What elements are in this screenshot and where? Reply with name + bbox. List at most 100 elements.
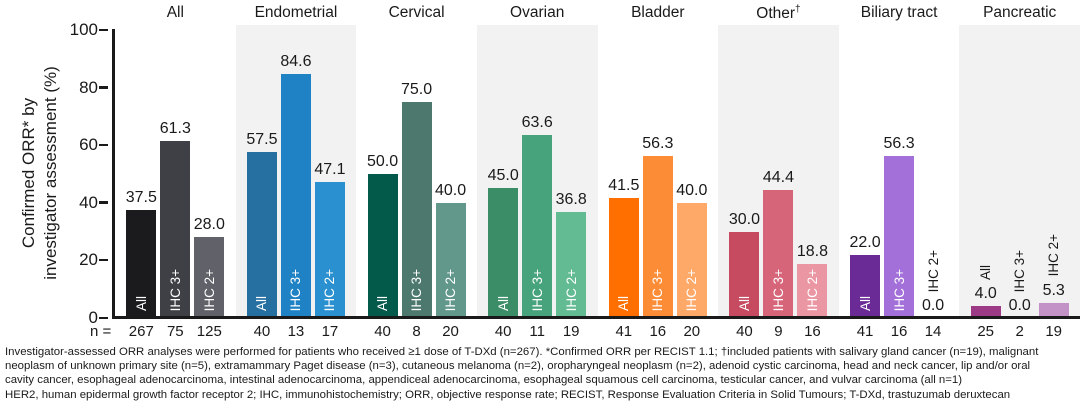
bar-category-label: All — [133, 295, 149, 311]
n-group-ovarian: 40 11 19 — [477, 323, 598, 340]
bar-value-label: 5.3 — [1042, 281, 1065, 299]
bar-category-label: IHC 3+ — [1012, 249, 1028, 292]
bar-bladder-ihc-2: 40.0 IHC 2+ — [676, 182, 707, 318]
bar-other-ihc-2: 18.8 IHC 2+ — [797, 243, 828, 318]
group-ovarian: Ovarian 45.0 All 63.6 IHC 3+ 36.8 IHC 2+ — [476, 4, 598, 318]
y-tick-mark — [99, 28, 108, 31]
group-header-ovarian: Ovarian — [510, 4, 565, 21]
group-cervical: Cervical 50.0 All 75.0 IHC 3+ 40.0 IHC 2+ — [356, 4, 477, 318]
y-tick-label: 40 — [79, 192, 98, 212]
bar-category-label: IHC 3+ — [167, 268, 183, 311]
n-value: 40 — [736, 323, 753, 340]
bar-category-label: IHC 3+ — [288, 268, 304, 311]
bar-endometrial-ihc-2: 47.1 IHC 2+ — [314, 161, 346, 318]
bar-value-label: 30.0 — [728, 210, 761, 228]
bar-value-label: 75.0 — [400, 81, 433, 98]
bar-value-label: 61.3 — [159, 120, 191, 138]
bar-cluster: 41.5 All 56.3 IHC 3+ 40.0 IHC 2+ — [598, 25, 719, 318]
bar-category-label: IHC 3+ — [650, 268, 666, 311]
bar-category-label: IHC 3+ — [409, 268, 425, 311]
bar-cluster: 45.0 All 63.6 IHC 3+ 36.8 IHC 2+ — [477, 25, 598, 318]
bar-category-label: All — [254, 295, 270, 311]
n-group-bladder: 41 16 20 — [598, 323, 719, 340]
y-tick-label: 100 — [69, 20, 98, 39]
group-header-other: Other† — [756, 4, 801, 23]
n-prefix-label: n = — [90, 323, 112, 340]
bar-category-label: IHC 2+ — [201, 268, 217, 311]
bar-category-label: IHC 2+ — [684, 268, 700, 311]
bar-cluster: 37.5 All 61.3 IHC 3+ 28.0 IHC 2+ — [115, 25, 236, 318]
bar-value-label: 57.5 — [246, 131, 278, 149]
n-value: 16 — [804, 323, 821, 340]
bar-ovarian-ihc-3: 63.6 IHC 3+ — [522, 114, 553, 318]
n-value: 19 — [562, 323, 580, 340]
bar-category-label: All — [495, 295, 511, 311]
group-pancreatic: Pancreatic 4.0 All 0.0 IHC 3+ 5.3 IHC 2+ — [959, 4, 1080, 318]
bar-value-label: 36.8 — [555, 191, 587, 209]
bar-bladder-ihc-3: 56.3 IHC 3+ — [642, 135, 673, 318]
bar-category-label: All — [616, 295, 632, 311]
bar-biliary-tract-all: 22.0 All — [849, 234, 881, 318]
n-value: 16 — [649, 323, 667, 340]
bar-other-all: 30.0 All — [729, 211, 760, 318]
footnotes: Investigator-assessed ORR analyses were … — [5, 345, 1080, 402]
bar-ovarian-ihc-2: 36.8 IHC 2+ — [556, 191, 587, 318]
bar-value-label: 22.0 — [849, 233, 881, 251]
n-group-endometrial: 40 13 17 — [236, 323, 357, 340]
y-tick-mark — [99, 316, 108, 319]
bar-value-label: 50.0 — [366, 153, 399, 170]
bar-value-label: 63.6 — [521, 113, 553, 131]
y-tick-label: 20 — [79, 250, 98, 270]
bar-value-label: 37.5 — [125, 189, 157, 206]
y-tick-mark — [99, 258, 108, 262]
bar-cluster: 30.0 All 44.4 IHC 3+ 18.8 IHC 2+ — [718, 25, 839, 318]
group-header-bladder: Bladder — [631, 4, 685, 21]
bar-value-label: 40.0 — [434, 181, 467, 199]
bar-value-label: 0.0 — [921, 297, 945, 314]
bar-cervical-ihc-3: 75.0 IHC 3+ — [401, 81, 432, 318]
bar-category-label: IHC 2+ — [925, 249, 941, 292]
bar-category-label: IHC 3+ — [529, 268, 545, 311]
bar-value-label: 56.3 — [883, 134, 915, 152]
footnote-line-2: neoplasm of unknown primary site (n=5), … — [5, 360, 1031, 373]
n-value: 41 — [856, 323, 874, 340]
bar-all-ihc-3: 61.3 IHC 3+ — [160, 120, 191, 318]
group-header-pancreatic: Pancreatic — [983, 4, 1057, 21]
group-all: All 37.5 All 61.3 IHC 3+ 28.0 IHC 2+ — [115, 4, 236, 318]
bar-cervical-all: 50.0 All — [367, 153, 398, 318]
group-bladder: Bladder 41.5 All 56.3 IHC 3+ 40.0 IHC 2+ — [598, 4, 719, 318]
bar-category-label: All — [736, 295, 752, 311]
y-axis-title-line2: investigator assessment (%) — [41, 66, 60, 280]
bar-value-label: 18.8 — [796, 242, 829, 260]
n-value: 267 — [128, 323, 154, 340]
bar-category-label: All — [375, 295, 391, 311]
n-value: 41 — [615, 323, 633, 340]
bar-value-label: 28.0 — [193, 216, 225, 234]
n-value: 13 — [287, 323, 305, 340]
n-group-all: 267 75 125 — [115, 323, 236, 340]
bar-all-all: 37.5 All — [126, 189, 157, 318]
y-axis-title-line1: Confirmed ORR* by — [19, 97, 38, 249]
bar-cluster: 22.0 All 56.3 IHC 3+ 0.0 IHC 2+ — [839, 25, 960, 318]
group-other: Other† 30.0 All 44.4 IHC 3+ 18.8 IHC 2+ — [718, 4, 839, 318]
bar-value-label: 4.0 — [974, 285, 997, 303]
bar-category-label: IHC 2+ — [563, 268, 579, 311]
bar-category-label: IHC 3+ — [770, 268, 786, 311]
bar-value-label: 0.0 — [1008, 297, 1031, 314]
y-tick-mark — [99, 201, 108, 204]
footnote-line-1: Investigator-assessed ORR analyses were … — [5, 346, 1039, 358]
bar-category-label: All — [857, 295, 873, 311]
n-group-pancreatic: 25 2 19 — [959, 323, 1080, 340]
n-value: 2 — [1015, 323, 1024, 340]
bar-cluster: 57.5 All 84.6 IHC 3+ 47.1 IHC 2+ — [236, 25, 357, 318]
footnote-line-3: cavity cancer, esophageal adenocarcinoma… — [5, 374, 963, 387]
group-header-all: All — [166, 4, 184, 21]
n-value: 40 — [374, 323, 391, 340]
bar-category-label: IHC 2+ — [1046, 234, 1062, 277]
n-value: 125 — [196, 323, 222, 340]
n-value: 11 — [529, 323, 545, 340]
n-value: 25 — [977, 323, 995, 340]
y-tick-label: 60 — [79, 135, 98, 155]
n-value: 14 — [924, 323, 942, 340]
